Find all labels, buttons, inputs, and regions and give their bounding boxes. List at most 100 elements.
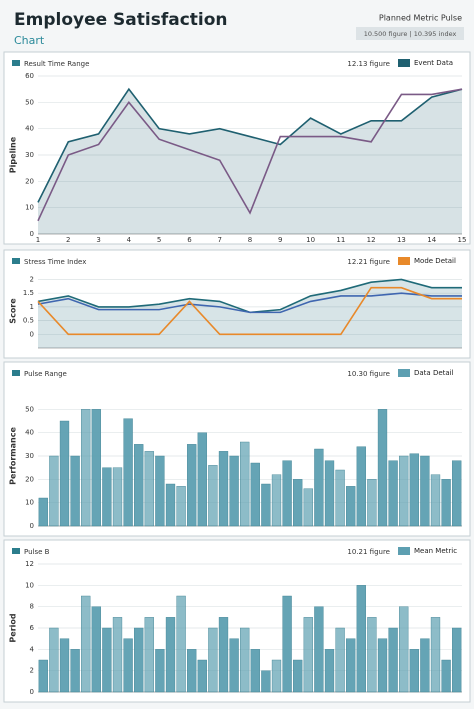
bar (102, 627, 112, 693)
bar (367, 617, 377, 693)
legend-swatch (398, 547, 410, 555)
bar (293, 479, 303, 527)
bar (70, 455, 80, 527)
bar (346, 486, 356, 527)
area (38, 89, 462, 235)
y-tick-label: 1.5 (23, 289, 34, 297)
panel-title: Result Time Range (24, 60, 89, 68)
bar (388, 460, 398, 527)
y-tick-label: 30 (25, 452, 34, 460)
bar (282, 460, 292, 527)
x-tick-label: 2 (66, 236, 70, 244)
bar (38, 659, 48, 693)
bar (399, 606, 409, 693)
bar (261, 483, 271, 527)
y-tick-label: 40 (25, 429, 34, 437)
y-tick-label: 50 (25, 98, 34, 106)
bar (356, 446, 366, 527)
bar (81, 409, 91, 527)
bar (335, 469, 345, 527)
y-tick-label: 50 (25, 405, 34, 413)
bar (144, 617, 154, 693)
legend-label: Mean Metric (414, 547, 457, 555)
y-tick-label: 4 (30, 645, 35, 653)
y-tick-label: 0 (30, 688, 34, 696)
bar (441, 479, 451, 527)
panel-right-label: 10.21 figure (347, 548, 390, 556)
x-tick-label: 14 (427, 236, 436, 244)
panel-icon (12, 60, 20, 66)
x-tick-label: 7 (217, 236, 221, 244)
bar (155, 649, 165, 693)
bar (420, 455, 430, 527)
x-tick-label: 6 (187, 236, 192, 244)
subtitle: Chart (14, 34, 45, 47)
bar (134, 444, 144, 527)
y-axis-label: Performance (9, 427, 18, 485)
bar (240, 627, 250, 693)
panel-title: Stress Time Index (24, 258, 86, 266)
x-tick-label: 3 (96, 236, 100, 244)
y-tick-label: 60 (25, 72, 34, 80)
y-tick-label: 0 (30, 230, 34, 238)
y-tick-label: 40 (25, 125, 34, 133)
y-axis-label: Period (9, 613, 18, 642)
y-tick-label: 1 (30, 303, 34, 311)
bar (112, 617, 123, 693)
y-tick-label: 30 (25, 151, 34, 159)
bar (409, 453, 419, 527)
line (37, 292, 462, 314)
legend-label: Mode Detail (414, 257, 456, 265)
bar (240, 441, 250, 527)
bar (144, 451, 154, 527)
y-tick-label: 10 (25, 581, 34, 589)
bar (81, 595, 91, 693)
y-tick-label: 0.5 (23, 317, 34, 325)
x-tick-label: 15 (458, 236, 467, 244)
bar (229, 455, 239, 527)
bar (59, 420, 70, 527)
line (37, 88, 463, 222)
bar (452, 627, 462, 693)
legend-swatch (398, 257, 410, 265)
bar (388, 627, 398, 693)
bar (49, 455, 59, 527)
bar (441, 659, 451, 693)
bar (324, 460, 335, 527)
bar (208, 627, 218, 693)
bar (208, 465, 218, 527)
y-tick-label: 6 (30, 624, 35, 632)
y-tick-label: 20 (25, 475, 34, 483)
bar (314, 448, 324, 527)
x-tick-label: 13 (397, 236, 406, 244)
bar (187, 649, 197, 693)
y-tick-label: 0 (30, 522, 34, 530)
bar (176, 486, 186, 527)
y-tick-label: 2 (30, 275, 34, 283)
bar (356, 585, 366, 693)
legend-swatch (398, 369, 410, 377)
panel-title: Pulse Range (24, 370, 67, 378)
bar (218, 617, 229, 693)
bar (261, 670, 271, 693)
x-tick-label: 5 (157, 236, 161, 244)
title: Employee Satisfaction (14, 10, 228, 30)
bar (420, 638, 430, 693)
badge: 10.500 figure | 10.395 index (364, 30, 457, 38)
panel-right-label: 12.21 figure (347, 258, 390, 266)
y-tick-label: 10 (25, 204, 34, 212)
x-tick-label: 11 (336, 236, 345, 244)
bar (409, 649, 419, 693)
bar (271, 474, 282, 527)
line (37, 87, 463, 203)
x-tick-label: 8 (248, 236, 252, 244)
bar (197, 432, 207, 527)
bar (346, 638, 356, 693)
y-tick-label: 12 (25, 560, 34, 568)
bar (377, 638, 388, 693)
bar (314, 606, 324, 693)
bar (49, 627, 59, 693)
bar (134, 627, 144, 693)
line (37, 286, 462, 336)
bar (229, 638, 239, 693)
